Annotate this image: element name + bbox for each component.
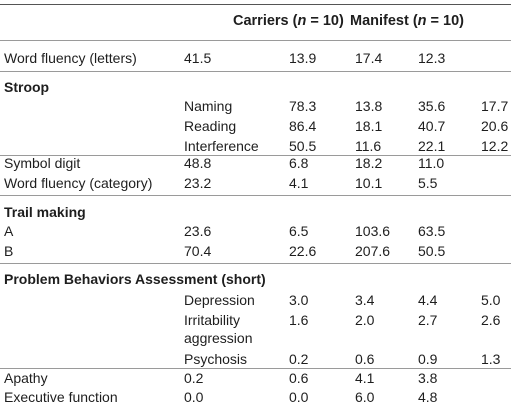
row-label: Apathy xyxy=(4,370,48,386)
cell: 103.6 xyxy=(355,223,391,239)
cell: 70.4 xyxy=(184,243,212,259)
cell: 13.8 xyxy=(355,98,383,114)
carriers-prefix: Carriers ( xyxy=(233,13,298,29)
cell: 0.2 xyxy=(184,370,204,386)
column-header-carriers: Carriers (n = 10) xyxy=(233,13,344,29)
section-heading-pba: Problem Behaviors Assessment (short) xyxy=(4,271,266,287)
manifest-n: n xyxy=(417,13,427,29)
row-label: A xyxy=(4,223,14,239)
row-rule xyxy=(0,263,511,264)
column-header-manifest: Manifest (n = 10) xyxy=(350,13,464,29)
manifest-prefix: Manifest ( xyxy=(350,13,418,29)
cell: 48.8 xyxy=(184,155,212,171)
row-label: Irritability xyxy=(184,312,241,328)
cell: 50.5 xyxy=(418,243,446,259)
cell: 12.2 xyxy=(481,138,509,154)
cell: 5.0 xyxy=(481,292,501,308)
cell: 0.6 xyxy=(289,370,309,386)
cell: 63.5 xyxy=(418,223,446,239)
cell: 1.6 xyxy=(289,312,309,328)
section-heading-trail-making: Trail making xyxy=(4,204,86,220)
cell: 0.6 xyxy=(355,351,375,367)
cell: 22.1 xyxy=(418,138,446,154)
row-label: Reading xyxy=(184,118,237,134)
cell: 11.0 xyxy=(418,155,445,171)
row-rule xyxy=(0,368,511,369)
cell: 78.3 xyxy=(289,98,317,114)
cell: 4.4 xyxy=(418,292,438,308)
carriers-suffix: = 10) xyxy=(306,13,344,29)
row-label: Word fluency (letters) xyxy=(4,50,137,66)
cell: 6.0 xyxy=(355,389,375,405)
cell: 0.9 xyxy=(418,351,438,367)
row-label: Depression xyxy=(184,292,255,308)
cell: 40.7 xyxy=(418,118,446,134)
cell: 4.1 xyxy=(289,175,309,191)
cell: 23.2 xyxy=(184,175,212,191)
cell: 0.0 xyxy=(289,389,309,405)
cell: 10.1 xyxy=(355,175,383,191)
cell: 35.6 xyxy=(418,98,446,114)
header-rule xyxy=(0,40,511,41)
cell: 3.0 xyxy=(289,292,309,308)
cell: 4.8 xyxy=(418,389,438,405)
row-rule xyxy=(0,195,511,196)
cell: 18.1 xyxy=(355,118,383,134)
row-label: Word fluency (category) xyxy=(4,175,153,191)
row-rule xyxy=(0,71,511,72)
cell: 5.5 xyxy=(418,175,438,191)
cell: 18.2 xyxy=(355,155,383,171)
cell: 11.6 xyxy=(355,138,382,154)
cell: 86.4 xyxy=(289,118,317,134)
row-label: Interference xyxy=(184,138,259,154)
manifest-suffix: = 10) xyxy=(426,13,465,29)
row-label: B xyxy=(4,243,14,259)
cell: 41.5 xyxy=(184,50,212,66)
row-label: Psychosis xyxy=(184,351,248,367)
cell: 1.3 xyxy=(481,351,501,367)
cell: 17.7 xyxy=(481,98,509,114)
cell: 0.2 xyxy=(289,351,309,367)
cell: 22.6 xyxy=(289,243,317,259)
cell: 3.4 xyxy=(355,292,375,308)
cell: 4.1 xyxy=(355,370,375,386)
row-label-continued: aggression xyxy=(184,330,253,346)
row-label: Naming xyxy=(184,98,233,114)
row-rule xyxy=(0,155,511,156)
cell: 2.6 xyxy=(481,312,501,328)
cell: 17.4 xyxy=(355,50,383,66)
cell: 20.6 xyxy=(481,118,509,134)
cell: 13.9 xyxy=(289,50,317,66)
cell: 2.0 xyxy=(355,312,375,328)
cell: 3.8 xyxy=(418,370,438,386)
cell: 6.5 xyxy=(289,223,309,239)
cell: 50.5 xyxy=(289,138,317,154)
row-label: Executive function xyxy=(4,389,118,405)
cell: 23.6 xyxy=(184,223,212,239)
section-heading-stroop: Stroop xyxy=(4,79,50,95)
cell: 207.6 xyxy=(355,243,391,259)
table-top-rule xyxy=(0,4,511,5)
row-label: Symbol digit xyxy=(4,155,81,171)
cell: 2.7 xyxy=(418,312,438,328)
cell: 0.0 xyxy=(184,389,204,405)
cell: 6.8 xyxy=(289,155,309,171)
cell: 12.3 xyxy=(418,50,446,66)
carriers-n: n xyxy=(297,13,307,29)
